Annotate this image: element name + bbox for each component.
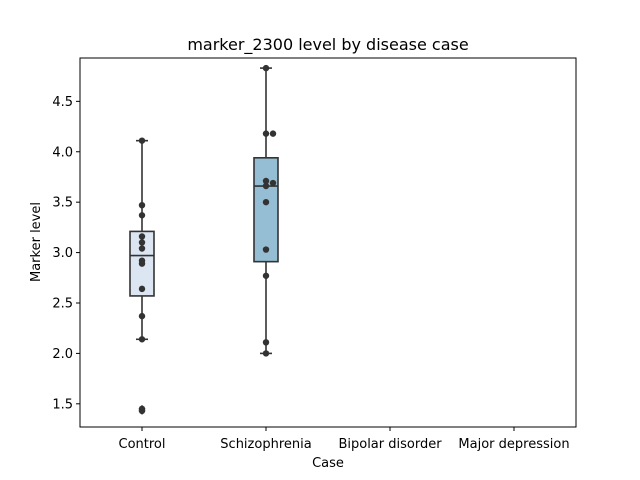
data-point — [262, 130, 270, 137]
data-point — [262, 198, 270, 206]
data-point — [138, 407, 146, 415]
y-tick-label: 3.0 — [52, 246, 73, 261]
box-schizophrenia — [253, 64, 279, 357]
data-point — [138, 233, 146, 240]
x-axis-label: Case — [312, 456, 344, 471]
data-point — [138, 336, 146, 343]
data-point — [262, 64, 270, 72]
chart-title: marker_2300 level by disease case — [187, 35, 468, 55]
y-axis: 1.5 2.0 2.5 3.0 3.5 4.0 4.5 — [52, 95, 80, 412]
data-point — [138, 212, 146, 219]
y-tick-label: 1.5 — [52, 397, 73, 412]
data-point — [269, 130, 277, 137]
data-point — [138, 201, 146, 209]
data-point — [262, 272, 270, 279]
data-point — [138, 260, 146, 267]
x-tick-label: Schizophrenia — [220, 437, 311, 452]
data-point — [262, 339, 270, 346]
iqr-box — [253, 157, 279, 263]
y-tick-label: 4.5 — [52, 95, 73, 110]
data-point — [138, 245, 146, 252]
axes-frame — [79, 57, 577, 428]
data-point — [262, 182, 270, 190]
x-tick-label: Major depression — [458, 437, 569, 452]
x-axis: Control Schizophrenia Bipolar disorder Majo… — [119, 427, 570, 452]
data-point — [138, 285, 146, 293]
y-tick-label: 3.5 — [52, 196, 73, 211]
data-point — [138, 239, 146, 246]
data-point — [138, 137, 146, 144]
data-point — [262, 246, 270, 253]
x-tick-label: Bipolar disorder — [338, 437, 442, 452]
y-tick-label: 2.5 — [52, 296, 73, 311]
data-point — [269, 179, 277, 187]
x-tick-label: Control — [119, 437, 166, 452]
data-point — [262, 350, 270, 357]
y-tick-label: 4.0 — [52, 145, 73, 160]
plot-area — [129, 64, 279, 415]
data-point — [138, 312, 146, 320]
y-tick-label: 2.0 — [52, 347, 73, 362]
data-point — [262, 177, 270, 185]
box-control — [129, 137, 155, 415]
y-axis-label: Marker level — [29, 202, 44, 282]
